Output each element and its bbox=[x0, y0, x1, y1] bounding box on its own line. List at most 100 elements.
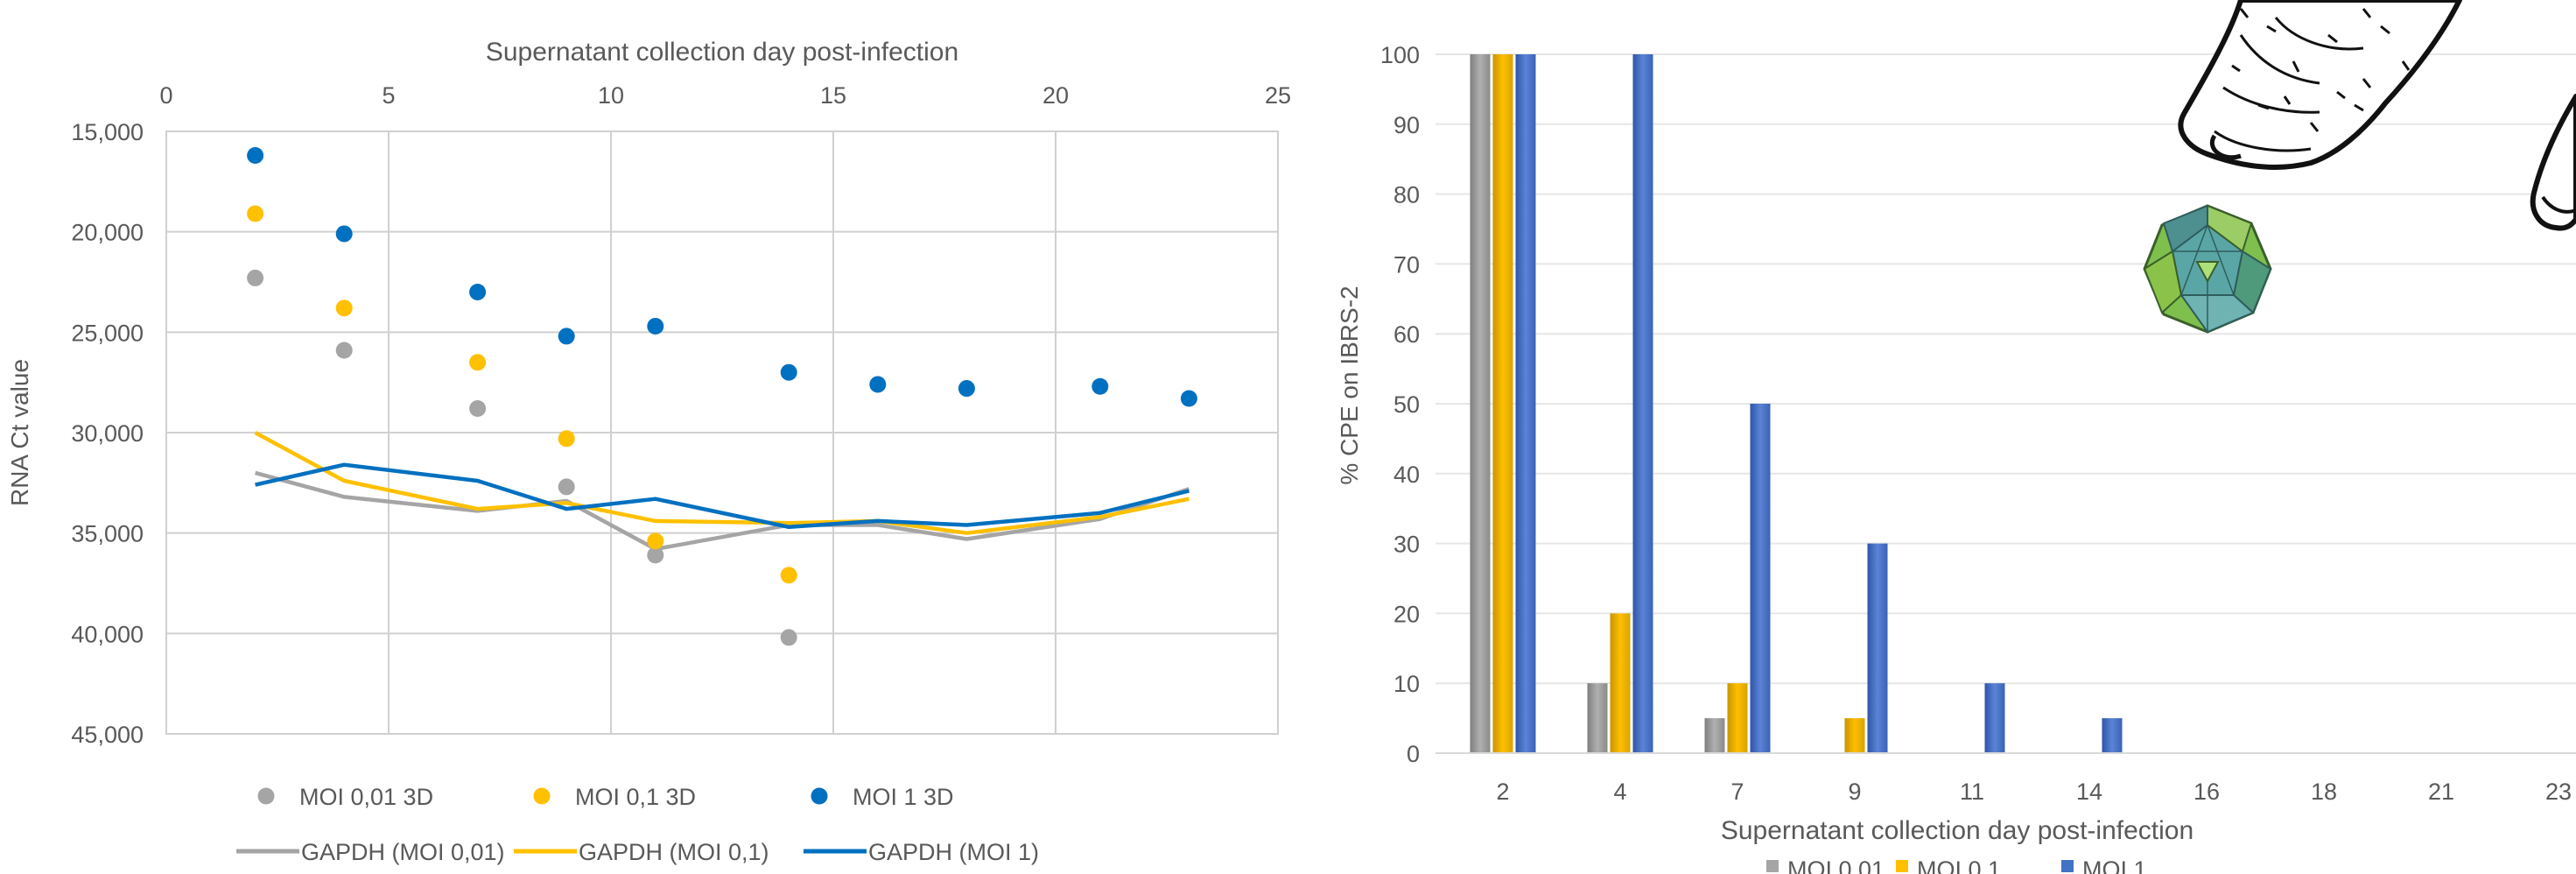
cpe-chart-x-ticks: 2 4 7 9 11 14 16 18 21 23 bbox=[1496, 779, 2572, 805]
ct-chart-data-point bbox=[336, 342, 353, 358]
cpe-chart-y-ticks: 0 10 20 30 40 50 60 70 80 90 100 bbox=[1380, 42, 1420, 767]
ct-chart-legend: MOI 0,01 3D MOI 0,1 3D MOI 1 3D GAPDH (MOI … bbox=[236, 784, 1039, 865]
ct-chart-x-tick-label: 0 bbox=[159, 82, 172, 109]
ct-chart-data-point bbox=[647, 318, 663, 335]
cpe-chart-x-tick-label: 21 bbox=[2428, 779, 2454, 805]
ct-legend-label: MOI 0,01 3D bbox=[299, 784, 433, 810]
cpe-chart-legend: MOI 0,01 MOI 0,1 MOI 1 bbox=[1766, 856, 2147, 874]
ct-chart-x-axis-title: Supernatant collection day post-infectio… bbox=[486, 38, 958, 67]
cpe-chart-bar bbox=[1845, 718, 1865, 753]
ct-chart-gapdh-line bbox=[256, 473, 1190, 549]
ct-chart-data-point bbox=[1091, 378, 1108, 395]
cpe-chart-bar bbox=[2102, 718, 2123, 753]
ct-chart-data-point bbox=[869, 376, 886, 392]
ct-chart-y-tick-label: 15,000 bbox=[71, 119, 144, 145]
ct-chart-y-ticks: 15,000 20,000 25,000 30,000 35,000 40,000 45,0… bbox=[71, 119, 144, 748]
ct-chart-y-tick-label: 35,000 bbox=[71, 521, 144, 547]
cpe-chart-y-tick-label: 20 bbox=[1393, 601, 1420, 627]
ct-legend-label: GAPDH (MOI 0,01) bbox=[301, 839, 505, 865]
cpe-chart-gridlines bbox=[1435, 54, 2576, 683]
ct-legend-label: GAPDH (MOI 0,1) bbox=[579, 839, 769, 865]
ct-chart-data-point bbox=[781, 364, 797, 381]
ct-chart-gridlines bbox=[166, 131, 1278, 734]
cpe-chart-y-tick-label: 70 bbox=[1393, 251, 1420, 278]
ct-chart-x-tick-label: 20 bbox=[1042, 82, 1069, 109]
cpe-chart-y-tick-label: 10 bbox=[1393, 671, 1420, 697]
cpe-chart-y-tick-label: 0 bbox=[1407, 741, 1420, 767]
ct-chart-data-point bbox=[781, 567, 797, 583]
cpe-chart-bar bbox=[1493, 54, 1513, 753]
cpe-chart-x-tick-label: 14 bbox=[2076, 779, 2102, 805]
cpe-chart-y-tick-label: 100 bbox=[1380, 42, 1420, 68]
ct-chart-y-tick-label: 40,000 bbox=[71, 621, 144, 647]
cpe-chart-x-tick-label: 7 bbox=[1730, 779, 1744, 805]
cpe-chart-x-tick-label: 18 bbox=[2311, 779, 2337, 805]
cpe-chart-bar bbox=[1868, 544, 1888, 753]
ct-chart-data-point bbox=[469, 354, 486, 370]
cpe-chart-bar bbox=[1470, 54, 1491, 753]
cpe-legend-swatch bbox=[1766, 860, 1779, 872]
cpe-chart-bar bbox=[1633, 54, 1653, 753]
ct-legend-marker bbox=[811, 788, 828, 805]
cpe-legend-swatch bbox=[2061, 860, 2074, 872]
ct-chart-data-point bbox=[247, 270, 263, 286]
ct-chart-y-tick-label: 25,000 bbox=[71, 320, 144, 346]
ct-chart-data-point bbox=[336, 300, 353, 316]
ct-chart-data-point bbox=[247, 147, 263, 164]
ct-chart-data-point bbox=[558, 478, 575, 495]
pig-sketch-icon bbox=[2180, 0, 2460, 167]
cpe-chart-bar bbox=[1728, 683, 1748, 753]
ct-chart-data-point bbox=[336, 225, 353, 242]
cpe-chart-bar bbox=[1705, 718, 1725, 753]
ct-chart-gapdh-line bbox=[256, 465, 1190, 527]
ct-legend-marker bbox=[258, 788, 275, 805]
ct-chart-data-point bbox=[958, 380, 975, 397]
ct-chart-x-ticks: 0 5 10 15 20 25 bbox=[159, 82, 1291, 109]
cpe-chart-y-tick-label: 50 bbox=[1393, 391, 1420, 418]
ct-chart-data-point bbox=[558, 328, 575, 344]
cpe-chart-bar bbox=[1985, 683, 2005, 753]
ct-chart-y-tick-label: 20,000 bbox=[71, 220, 144, 246]
cpe-chart-x-tick-label: 9 bbox=[1848, 779, 1861, 805]
cpe-chart-bar bbox=[1611, 613, 1631, 753]
ct-chart-x-tick-label: 10 bbox=[598, 82, 624, 109]
ct-legend-label: GAPDH (MOI 1) bbox=[868, 839, 1039, 865]
cpe-chart-bar bbox=[1751, 404, 1771, 753]
ct-chart-data-point bbox=[1181, 391, 1197, 407]
cpe-chart-y-tick-label: 80 bbox=[1393, 182, 1420, 208]
ct-chart-data-point bbox=[247, 206, 263, 222]
ct-chart-data-point bbox=[781, 629, 797, 645]
cpe-chart-bar bbox=[1516, 54, 1536, 753]
ct-chart-y-axis-title: RNA Ct value bbox=[6, 359, 33, 506]
cpe-chart-x-tick-label: 23 bbox=[2545, 779, 2572, 805]
ct-legend-marker bbox=[534, 788, 551, 805]
virus-capsid-icon bbox=[2144, 206, 2271, 332]
ct-chart-data-point bbox=[558, 430, 575, 447]
cpe-chart-x-tick-label: 4 bbox=[1613, 779, 1626, 805]
ct-chart-y-tick-label: 30,000 bbox=[71, 420, 144, 447]
ct-chart-y-tick-label: 45,000 bbox=[71, 722, 144, 748]
cpe-chart-x-tick-label: 2 bbox=[1496, 779, 1509, 805]
pig-sketch-icon bbox=[2533, 96, 2576, 229]
ct-legend-label: MOI 0,1 3D bbox=[575, 784, 696, 810]
ct-chart-data-point bbox=[469, 284, 486, 300]
ct-chart-x-tick-label: 15 bbox=[820, 82, 846, 109]
cpe-chart-x-tick-label: 11 bbox=[1960, 779, 1984, 805]
cpe-legend-swatch bbox=[1896, 860, 1908, 872]
ct-chart-data-point bbox=[469, 400, 486, 417]
cpe-legend-label: MOI 1 bbox=[2082, 856, 2147, 874]
ct-chart-x-tick-label: 25 bbox=[1265, 82, 1291, 109]
ct-chart-x-tick-label: 5 bbox=[382, 82, 395, 109]
cpe-chart-y-tick-label: 60 bbox=[1393, 321, 1420, 348]
cpe-chart-y-tick-label: 30 bbox=[1393, 532, 1420, 558]
ct-value-chart: 0 5 10 15 20 25 15,000 20,000 25,000 30,000 35,00… bbox=[6, 38, 1291, 865]
cpe-chart-x-tick-label: 16 bbox=[2193, 779, 2220, 805]
cpe-chart-y-axis-title: % CPE on IBRS-2 bbox=[1336, 285, 1363, 484]
cpe-chart-bar bbox=[1588, 683, 1608, 753]
ct-chart-gapdh-lines bbox=[256, 433, 1190, 549]
cpe-legend-label: MOI 0,1 bbox=[1917, 856, 2001, 874]
cpe-chart-y-tick-label: 40 bbox=[1393, 462, 1420, 488]
cpe-chart-y-tick-label: 90 bbox=[1393, 112, 1420, 138]
